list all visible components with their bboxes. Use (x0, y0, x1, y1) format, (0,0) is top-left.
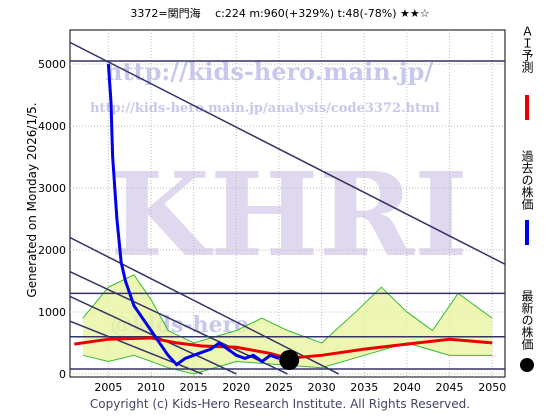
x-tick-label: 2005 (94, 381, 122, 394)
trend-line (70, 236, 340, 375)
prediction-band (82, 274, 493, 374)
price-line (106, 63, 280, 367)
y-tick-label: 4000 (38, 120, 66, 133)
plot-area: http://kids-hero.main.jp/http://kids-her… (38, 29, 506, 394)
band-upper (82, 274, 493, 344)
legend-label: 過去の株価 (520, 150, 534, 210)
x-tick-label: 2030 (308, 381, 336, 394)
y-tick-label: 5000 (38, 58, 66, 71)
x-tick-label: 2010 (137, 381, 165, 394)
x-tick-label: 2050 (478, 381, 506, 394)
x-tick-label: 2040 (393, 381, 421, 394)
y-tick-label: 2000 (38, 244, 66, 257)
watermark: http://kids-hero.main.jp/analysis/code33… (90, 101, 440, 116)
plot-content: http://kids-hero.main.jp/http://kids-her… (70, 30, 505, 377)
watermark: http://kids-hero.main.jp/ (105, 57, 433, 86)
trend-line (70, 41, 505, 265)
x-tick-label: 2020 (222, 381, 250, 394)
x-tick-label: 2035 (350, 381, 378, 394)
copyright: Copyright (c) Kids-Hero Research Institu… (90, 397, 470, 411)
watermark: KHRI (110, 148, 468, 283)
y-tick-label: 1000 (38, 306, 66, 319)
x-tick-label: 2025 (265, 381, 293, 394)
y-tick-label: 0 (59, 368, 66, 381)
legend-label: 最新の株価 (520, 290, 534, 350)
trend-line (70, 320, 203, 375)
legend-label: ＡＩ予測 (520, 25, 534, 74)
band-lower (82, 342, 493, 375)
legend-swatch (520, 358, 534, 372)
generated-label: Generated on Monday 2026/1/5. (25, 102, 39, 297)
x-tick-label: 2015 (180, 381, 208, 394)
latest-price (279, 350, 300, 371)
y-tick-label: 3000 (38, 182, 66, 195)
x-tick-label: 2045 (436, 381, 464, 394)
price-line (74, 336, 493, 360)
chart-title: 3372=関門海 c:224 m:960(+329%) t:48(-78%) ★… (130, 6, 429, 20)
